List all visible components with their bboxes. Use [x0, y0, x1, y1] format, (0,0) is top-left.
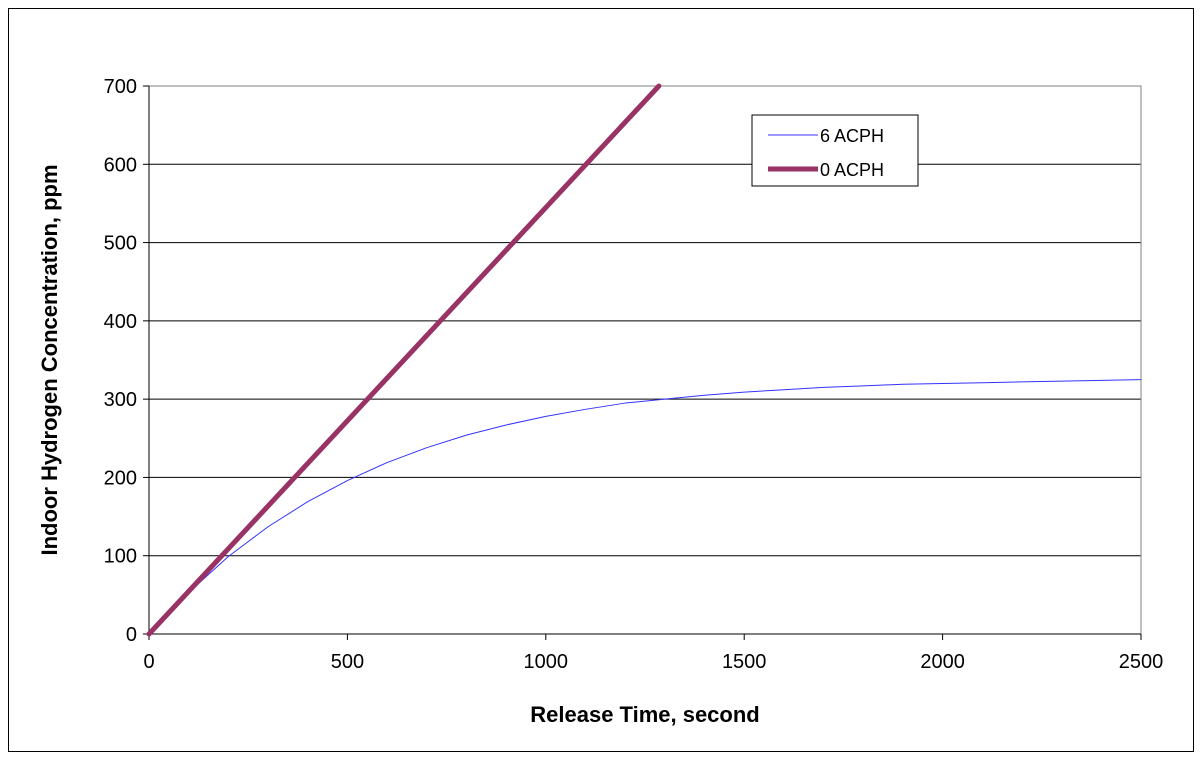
- x-tick-label: 2500: [1119, 651, 1164, 673]
- legend-box: [751, 114, 919, 187]
- x-tick-label: 1000: [524, 651, 569, 673]
- x-tick-label: 0: [143, 651, 154, 673]
- series-line-0-acph: [146, 83, 662, 637]
- series-lines: [146, 83, 1142, 637]
- x-tick-label: 1500: [722, 651, 767, 673]
- legend: 6 ACPH 0 ACPH: [751, 114, 919, 187]
- chart-frame: [8, 8, 1194, 752]
- legend-label-0-acph: 0 ACPH: [820, 160, 884, 180]
- y-tick-label: 0: [126, 624, 137, 646]
- gridlines: [149, 85, 1141, 557]
- y-tick-label: 200: [104, 467, 137, 489]
- x-tick-label: 2000: [920, 651, 965, 673]
- y-tick-label: 500: [104, 233, 137, 255]
- y-tick-label: 100: [104, 546, 137, 568]
- plot-area: [148, 85, 1142, 635]
- x-axis-title: Release Time, second: [530, 702, 760, 727]
- tick-labels: 0 100 200 300 400 500 600 700 0 500 1000 1500 2000 25…: [104, 76, 1164, 673]
- y-tick-label: 400: [104, 311, 137, 333]
- series-line-6-acph: [148, 379, 1142, 635]
- y-axis-title: Indoor Hydrogen Concentration, ppm: [37, 164, 62, 555]
- axes: [143, 85, 1142, 640]
- legend-label-6-acph: 6 ACPH: [820, 126, 884, 146]
- y-tick-label: 600: [104, 154, 137, 176]
- x-tick-label: 500: [331, 651, 364, 673]
- y-tick-label: 700: [104, 76, 137, 98]
- y-tick-label: 300: [104, 389, 137, 411]
